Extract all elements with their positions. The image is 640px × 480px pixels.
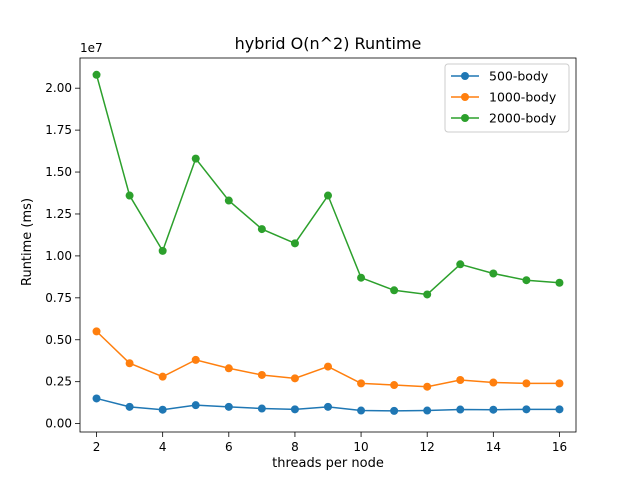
data-point-2000-body [456, 260, 465, 269]
legend: 500-body 1000-body 2000-body [444, 63, 570, 133]
data-point-1000-body [555, 379, 564, 388]
data-point-1000-body [92, 327, 101, 336]
x-tick-label: 4 [159, 440, 167, 454]
data-point-1000-body [489, 378, 498, 387]
data-point-1000-body [423, 382, 432, 391]
data-point-1000-body [357, 379, 366, 388]
x-axis-label: threads per node [272, 456, 384, 471]
y-tick-label: 0.75 [45, 291, 72, 305]
axes-frame [79, 57, 577, 433]
data-point-2000-body [92, 70, 101, 79]
y-tick-label: 1.25 [45, 207, 72, 221]
plot-area: 2 4 6 8 10 12 14 16 0.00 0.25 0.50 0.75 1.00 1.25 1.50… [45, 57, 577, 454]
data-point-500-body [224, 402, 233, 411]
y-tick-label: 0.50 [45, 333, 72, 347]
data-point-1000-body [456, 376, 465, 385]
y-tick-label: 1.75 [45, 123, 72, 137]
data-point-1000-body [125, 359, 134, 368]
data-point-500-body [456, 405, 465, 414]
data-point-1000-body [324, 362, 332, 371]
data-point-2000-body [158, 246, 167, 255]
data-point-2000-body [555, 278, 564, 287]
legend-label: 2000-body [489, 111, 557, 126]
data-point-500-body [191, 401, 200, 410]
x-tick-label: 10 [353, 440, 368, 454]
y-tick-label: 1.00 [45, 249, 72, 263]
data-point-1000-body [158, 372, 167, 381]
x-tick-label: 2 [93, 440, 101, 454]
y-tick-label: 0.00 [45, 417, 72, 431]
data-point-1000-body [257, 370, 266, 379]
legend-swatch-marker [461, 114, 469, 122]
data-point-500-body [324, 402, 332, 411]
legend-swatch-marker [461, 93, 469, 101]
chart-title: hybrid O(n^2) Runtime [235, 34, 422, 53]
y-axis-label: Runtime (ms) [20, 198, 35, 286]
data-point-500-body [92, 394, 101, 403]
data-point-500-body [390, 406, 399, 415]
y-tick-label: 2.00 [45, 81, 72, 95]
data-point-1000-body [522, 379, 531, 388]
x-tick-label: 16 [552, 440, 567, 454]
data-point-1000-body [224, 364, 233, 373]
data-point-500-body [522, 405, 531, 414]
legend-label: 1000-body [489, 90, 557, 105]
data-point-2000-body [390, 286, 399, 295]
data-point-1000-body [290, 374, 299, 383]
data-point-2000-body [357, 273, 366, 282]
data-point-500-body [125, 402, 134, 411]
data-point-500-body [489, 405, 498, 414]
data-point-2000-body [224, 196, 233, 205]
x-tick-label: 14 [486, 440, 501, 454]
x-tick-label: 12 [420, 440, 435, 454]
data-point-2000-body [489, 269, 498, 278]
data-point-2000-body [257, 225, 266, 234]
data-point-500-body [423, 406, 432, 415]
data-point-1000-body [390, 381, 399, 390]
y-axis-offset-label: 1e7 [80, 41, 103, 55]
data-point-500-body [257, 404, 266, 413]
data-point-500-body [555, 405, 564, 414]
data-point-500-body [357, 406, 366, 415]
legend-swatch-marker [461, 72, 469, 80]
y-tick-label: 0.25 [45, 375, 72, 389]
legend-label: 500-body [489, 69, 549, 84]
data-point-500-body [158, 405, 167, 414]
data-point-2000-body [191, 154, 200, 163]
data-point-2000-body [423, 290, 432, 299]
data-point-2000-body [522, 276, 531, 285]
data-point-2000-body [125, 191, 134, 200]
y-tick-label: 1.50 [45, 165, 72, 179]
x-tick-label: 8 [291, 440, 299, 454]
data-point-2000-body [290, 239, 299, 248]
data-point-500-body [290, 405, 299, 414]
data-point-1000-body [191, 355, 200, 364]
x-tick-label: 6 [225, 440, 233, 454]
data-point-2000-body [324, 191, 332, 200]
legend-box [444, 63, 570, 133]
